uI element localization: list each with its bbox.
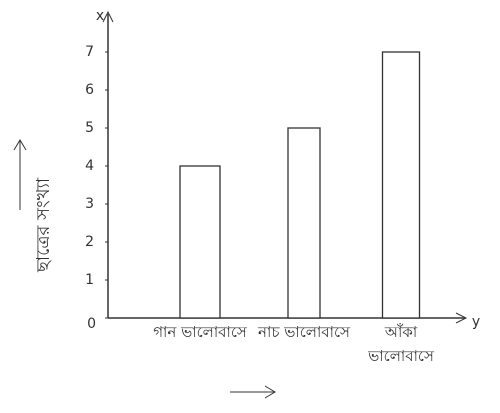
y-tick-label: 7 — [85, 44, 94, 60]
x-tick-label: গান ভালোবাসে — [153, 323, 247, 341]
x-tick-label: আঁকা ভালোবাসে — [368, 323, 434, 365]
y-axis-letter: x — [96, 8, 104, 24]
y-tick-label: 2 — [85, 234, 94, 250]
x-axis-letter: y — [472, 314, 480, 330]
bar — [381, 51, 421, 319]
bar — [287, 127, 321, 319]
y-axis-label: ছাত্রের সংখ্যা — [33, 177, 54, 273]
x-tick-label: নাচ ভালোবাসে — [258, 323, 350, 341]
y-label-arrow — [13, 139, 27, 210]
y-tick-label: 4 — [85, 158, 94, 174]
y-tick-label: 0 — [87, 316, 96, 332]
y-axis-arrow — [102, 10, 114, 23]
x-axis-arrow — [455, 312, 468, 324]
bar — [179, 165, 221, 319]
x-label-arrow — [230, 385, 276, 399]
y-tick-label: 3 — [85, 196, 94, 212]
y-tick-label: 6 — [85, 82, 94, 98]
y-tick-label: 1 — [85, 272, 94, 288]
y-tick-label: 5 — [85, 120, 94, 136]
